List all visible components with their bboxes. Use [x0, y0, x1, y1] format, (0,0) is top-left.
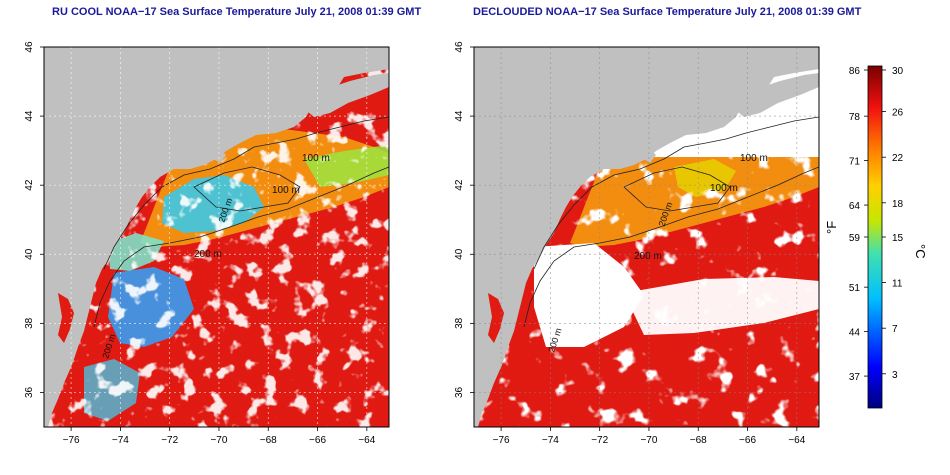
y-tick-label: 46	[454, 41, 465, 53]
contour-label: 100 m	[710, 183, 738, 194]
right-map: 100 m 100 m 200 m 200 m 200 m −76 −74 −72−…	[454, 41, 820, 446]
x-tick-label: −64	[788, 435, 805, 446]
celsius-tick-label: 7	[892, 324, 898, 335]
right-map-frame	[473, 46, 820, 428]
fahrenheit-tick-label: 51	[849, 283, 861, 294]
x-tick-label: −68	[690, 435, 707, 446]
x-tick-label: −72	[161, 435, 178, 446]
y-tick-label: 44	[454, 110, 465, 122]
contour-label: 100 m	[302, 153, 330, 164]
celsius-tick-label: 22	[892, 153, 904, 164]
celsius-tick-label: 15	[892, 233, 904, 244]
y-tick-label: 36	[454, 386, 465, 398]
colorbar-gradient	[867, 65, 883, 409]
x-tick-label: −74	[112, 435, 129, 446]
fahrenheit-tick-label: 71	[849, 157, 861, 168]
y-tick-label: 42	[24, 179, 35, 191]
right-y-axis: 36 38 40 42 44 46	[454, 41, 474, 398]
y-tick-label: 44	[24, 110, 35, 122]
contour-label: 100 m	[272, 185, 300, 196]
celsius-unit-label: °C	[913, 244, 928, 259]
celsius-tick-label: 30	[892, 66, 904, 77]
celsius-tick-label: 26	[892, 108, 904, 119]
fahrenheit-tick-label: 78	[849, 112, 861, 123]
right-x-axis: −76 −74 −72 −70 −68 −66 −64	[493, 427, 806, 446]
y-tick-label: 36	[24, 386, 35, 398]
fahrenheit-tick-label: 37	[849, 372, 861, 383]
x-tick-label: −74	[542, 435, 559, 446]
x-tick-label: −70	[640, 435, 657, 446]
left-map-title: RU COOL NOAA−17 Sea Surface Temperature …	[52, 6, 422, 18]
y-tick-label: 38	[24, 317, 35, 329]
x-tick-label: −70	[210, 435, 227, 446]
x-tick-label: −76	[493, 435, 510, 446]
x-tick-label: −68	[260, 435, 277, 446]
colorbar: 30 26 22 18 15 11 7 3 86 78 71 64 59 51 44 37 °C °F	[824, 65, 928, 409]
right-map-title: DECLOUDED NOAA−17 Sea Surface Temperatur…	[473, 6, 862, 18]
y-tick-label: 38	[454, 317, 465, 329]
left-y-axis: 36 38 40 42 44 46	[24, 41, 44, 398]
contour-label: 200 m	[634, 251, 662, 262]
y-tick-label: 46	[24, 41, 35, 53]
fahrenheit-unit-label: °F	[824, 221, 839, 234]
contour-label: 200 m	[194, 249, 222, 260]
y-tick-label: 40	[454, 248, 465, 260]
x-tick-label: −66	[309, 435, 326, 446]
fahrenheit-tick-label: 44	[849, 328, 861, 339]
x-tick-label: −76	[63, 435, 80, 446]
x-tick-label: −72	[591, 435, 608, 446]
celsius-tick-label: 3	[892, 370, 898, 381]
fahrenheit-ticks: 86 78 71 64 59 51 44 37	[849, 66, 868, 383]
celsius-tick-label: 18	[892, 199, 904, 210]
celsius-ticks: 30 26 22 18 15 11 7 3	[882, 66, 904, 381]
celsius-tick-label: 11	[892, 279, 903, 290]
y-tick-label: 42	[454, 179, 465, 191]
left-x-axis: −76 −74 −72 −70 −68 −66 −64	[63, 427, 376, 446]
fahrenheit-tick-label: 86	[849, 66, 861, 77]
x-tick-label: −64	[358, 435, 375, 446]
y-tick-label: 40	[24, 248, 35, 260]
x-tick-label: −66	[739, 435, 756, 446]
fahrenheit-tick-label: 64	[849, 201, 861, 212]
fahrenheit-tick-label: 59	[849, 233, 861, 244]
contour-label: 100 m	[740, 153, 768, 164]
left-map: 100 m 100 m 200 m 200 m 200 m −76 −74 −72−…	[24, 41, 390, 446]
left-map-frame	[43, 46, 390, 428]
